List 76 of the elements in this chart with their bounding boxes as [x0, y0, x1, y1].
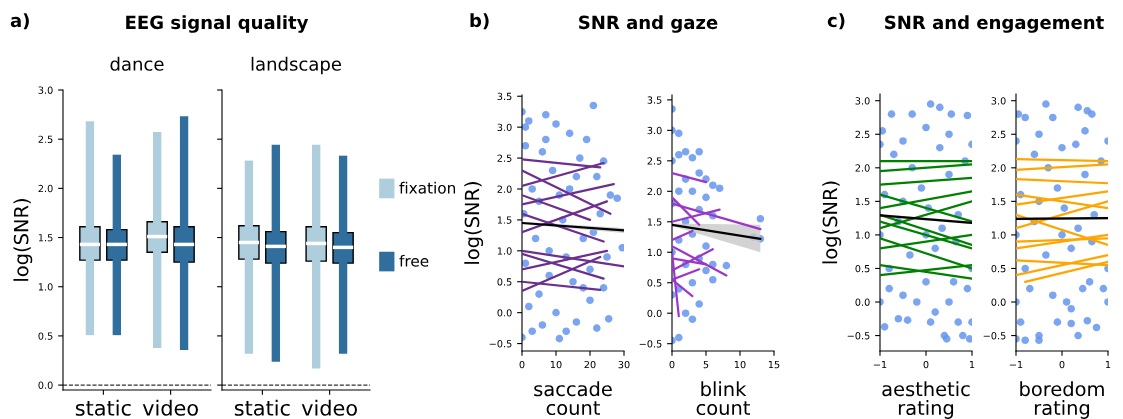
x-tick-label: 1 [969, 361, 975, 369]
x-tick-label: video [301, 399, 357, 416]
y-tick-label: 1.5 [38, 234, 53, 242]
y-tick-label: 1.5 [991, 197, 1006, 206]
x-tick-label: 1 [1105, 361, 1111, 369]
y-tick-label: 0.0 [991, 298, 1006, 306]
x-tick-label: 20 [584, 360, 596, 369]
legend-label: free [399, 254, 429, 267]
y-axis-title: log(SNR) [13, 199, 33, 281]
y-tick-label: 1.0 [855, 231, 870, 239]
x-axis-title: aesthetic rating [882, 381, 970, 419]
y-tick-label: 0.5 [647, 279, 662, 287]
y-tick-label: 1.0 [38, 283, 53, 291]
y-tick-label: 2.0 [38, 184, 53, 193]
x-axis-title: saccade count [534, 381, 612, 416]
legend-label: fixation [399, 181, 456, 194]
y-tick-label: 3.0 [855, 97, 870, 105]
x-tick-label: 5 [703, 361, 709, 369]
text: a) [10, 13, 29, 30]
y-tick-label: 0.5 [38, 332, 53, 340]
x-tick-label: static [234, 399, 290, 416]
x-tick-label: −1 [873, 361, 887, 369]
y-tick-label: 1.0 [991, 231, 1006, 239]
y-tick-label: 2.5 [991, 130, 1006, 139]
x-tick-label: −1 [1009, 361, 1023, 369]
y-tick-label: 3.0 [497, 123, 512, 131]
y-tick-label: 0.5 [497, 278, 512, 286]
text: SNR and engagement [885, 15, 1104, 33]
chart-title: landscape [251, 56, 342, 75]
y-tick-label: 1.0 [497, 247, 512, 255]
x-tick-label: 10 [734, 360, 746, 369]
x-axis-title: blink count [696, 381, 750, 416]
y-tick-label: 3.5 [497, 92, 512, 101]
y-tick-label: 0.5 [991, 264, 1006, 273]
y-tick-label: −0.5 [639, 340, 662, 348]
y-tick-label: 2.0 [497, 185, 512, 193]
x-tick-label: 0 [1059, 360, 1065, 369]
y-tick-label: −0.5 [983, 332, 1006, 340]
y-tick-label: 2.5 [38, 135, 53, 144]
y-tick-label: −0.5 [489, 340, 512, 348]
y-tick-label: 3.5 [647, 96, 662, 104]
y-tick-label: 0.5 [855, 264, 870, 273]
y-tick-label: 0.0 [647, 309, 662, 318]
chart-title: dance [110, 56, 164, 71]
y-tick-label: 2.5 [497, 154, 512, 162]
y-tick-label: 2.5 [855, 130, 870, 139]
y-tick-label: 3.0 [647, 126, 662, 135]
y-tick-label: 1.0 [647, 248, 662, 257]
y-tick-label: 3.0 [38, 86, 53, 94]
text: SNR and gaze [579, 15, 718, 33]
y-tick-label: 2.5 [647, 157, 662, 165]
y-tick-label: 3.0 [991, 97, 1006, 105]
y-tick-label: 2.0 [647, 187, 662, 196]
y-tick-label: 2.0 [991, 164, 1006, 172]
x-axis-title: boredom rating [1020, 381, 1104, 419]
y-axis-title: log(SNR) [464, 182, 484, 264]
text: c) [827, 13, 845, 30]
x-tick-label: video [142, 399, 198, 416]
y-tick-label: 0.0 [497, 309, 512, 317]
x-tick-label: 30 [618, 360, 630, 369]
y-tick-label: 2.0 [855, 164, 870, 172]
x-tick-label: 15 [768, 361, 780, 369]
x-tick-label: 0 [923, 360, 929, 369]
y-tick-label: 1.5 [647, 218, 662, 226]
y-axis-title: log(SNR) [822, 181, 842, 264]
y-tick-label: −0.5 [847, 332, 870, 340]
x-tick-label: 0 [519, 360, 525, 369]
y-tick-label: 0.0 [855, 298, 870, 306]
text: EEG signal quality [126, 15, 309, 33]
text: b) [470, 13, 489, 30]
y-tick-label: 1.5 [497, 216, 512, 224]
y-tick-label: 1.5 [855, 197, 870, 206]
y-tick-label: 0.0 [38, 381, 53, 389]
x-tick-label: 0 [669, 360, 675, 369]
x-tick-label: 10 [550, 360, 562, 369]
x-tick-label: static [75, 399, 131, 416]
